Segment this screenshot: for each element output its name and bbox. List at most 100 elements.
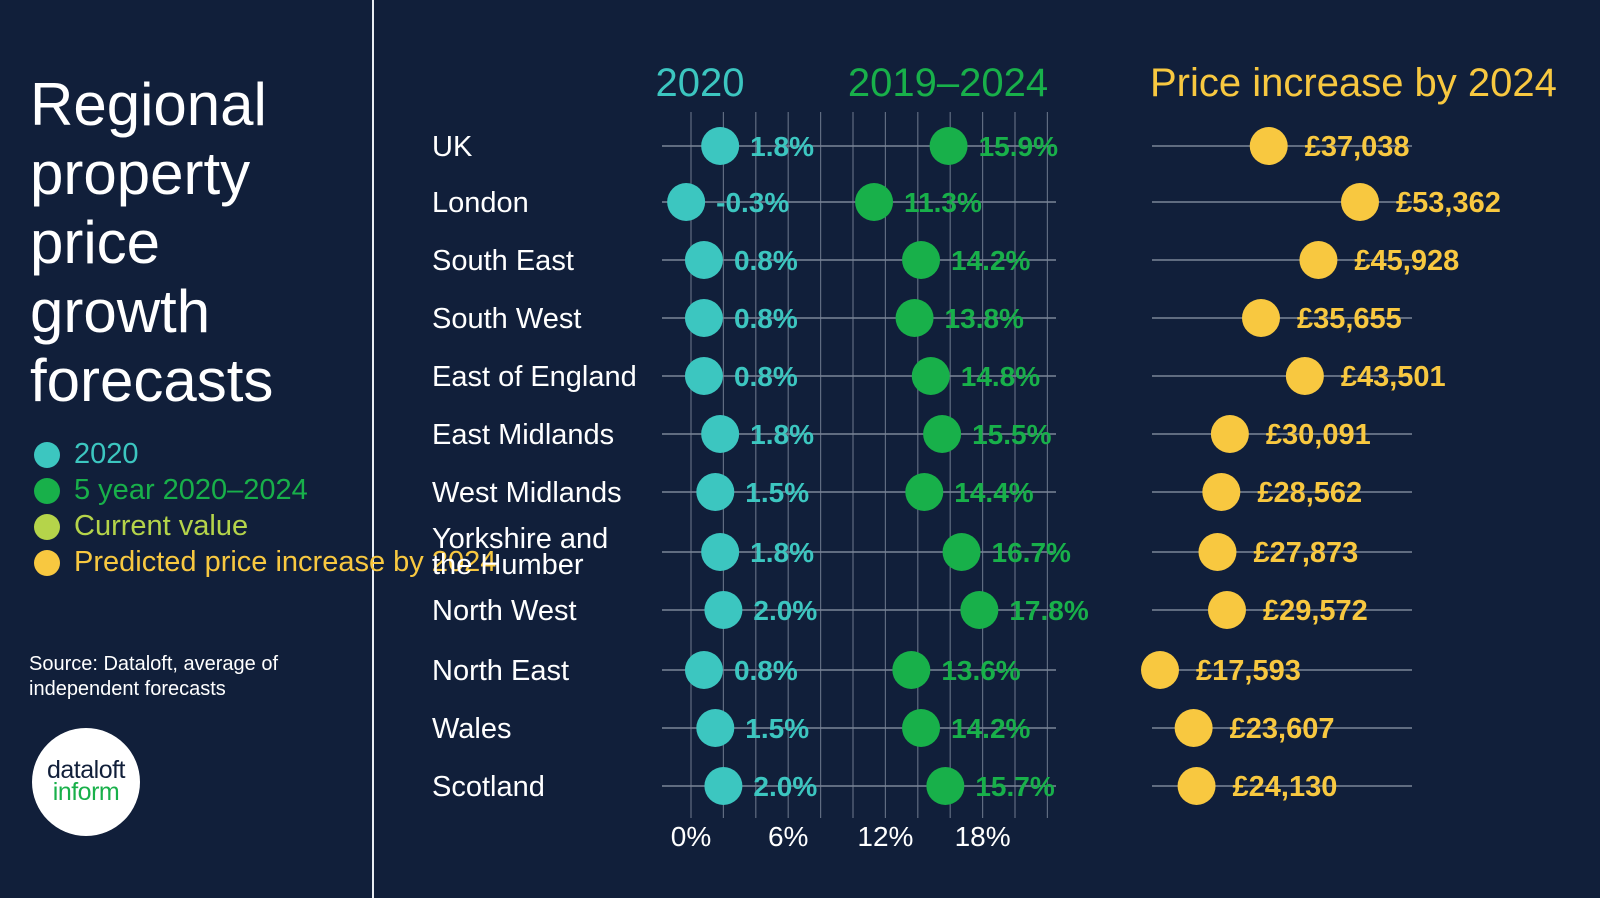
logo-text-dataloft: dataloft	[46, 756, 126, 784]
row-label-west-midlands: West Midlands	[432, 477, 622, 509]
label-price-uk: £37,038	[1305, 131, 1410, 163]
label-2020-north-east: 0.8%	[734, 655, 798, 686]
label-2020-east-of-england: 0.8%	[734, 361, 798, 392]
label-5yr-west-midlands: 14.4%	[954, 477, 1033, 508]
point-5yr-north-west	[960, 591, 999, 629]
header-price-increase: Price increase by 2024	[1150, 61, 1557, 105]
point-2020-west-midlands	[696, 473, 735, 511]
label-price-london: £53,362	[1396, 187, 1501, 219]
legend-dot-price-increase	[34, 550, 60, 576]
label-2020-scotland: 2.0%	[753, 771, 817, 802]
point-2020-south-east	[684, 241, 723, 279]
legend-item-2020: 2020	[34, 438, 496, 470]
x-tick-0: 0%	[671, 821, 711, 852]
label-2020-uk: 1.8%	[750, 131, 814, 162]
row-label-yorkshire-and-the-humber-line2: the Humber	[432, 549, 584, 581]
label-price-yorkshire-and-the-humber: £27,873	[1253, 537, 1358, 569]
label-price-south-west: £35,655	[1297, 303, 1402, 335]
x-tick-12: 12%	[857, 821, 913, 852]
panel-divider	[372, 0, 374, 898]
label-2020-north-west: 2.0%	[753, 595, 817, 626]
label-2020-london: -0.3%	[716, 187, 789, 218]
label-5yr-south-east: 14.2%	[951, 245, 1030, 276]
legend-item-price-increase: Predicted price increase by 2024	[34, 548, 496, 577]
row-label-east-midlands: East Midlands	[432, 419, 614, 451]
row-label-south-west: South West	[432, 303, 581, 335]
label-5yr-east-of-england: 14.8%	[961, 361, 1040, 392]
row-label-scotland: Scotland	[432, 771, 545, 803]
page-title: Regional property price growth forecasts	[30, 71, 274, 414]
point-5yr-east-of-england	[911, 357, 950, 395]
point-2020-east-of-england	[684, 357, 723, 395]
point-2020-north-east	[684, 651, 723, 689]
label-2020-yorkshire-and-the-humber: 1.8%	[750, 537, 814, 568]
point-5yr-wales	[902, 709, 941, 747]
point-5yr-yorkshire-and-the-humber	[942, 533, 981, 571]
legend-label-5-year: 5 year 2020–2024	[74, 474, 308, 506]
source-note: Source: Dataloft, average of independent…	[29, 653, 279, 700]
point-5yr-south-west	[895, 299, 934, 337]
logo-text-inform: inform	[52, 778, 120, 806]
legend-item-current-value: Current value	[34, 510, 496, 542]
label-5yr-north-west: 17.8%	[1009, 595, 1088, 626]
x-tick-6: 6%	[768, 821, 808, 852]
point-2020-scotland	[704, 767, 743, 805]
label-price-south-east: £45,928	[1354, 245, 1459, 277]
label-price-north-west: £29,572	[1263, 595, 1368, 627]
point-price-london	[1341, 183, 1379, 221]
point-price-east-of-england	[1285, 357, 1324, 395]
row-label-wales: Wales	[432, 713, 512, 745]
legend-item-5-year: 5 year 2020–2024	[34, 474, 496, 506]
label-5yr-uk: 15.9%	[979, 131, 1058, 162]
point-price-uk	[1249, 127, 1288, 165]
row-label-east-of-england: East of England	[432, 361, 637, 393]
point-5yr-scotland	[926, 767, 965, 805]
legend-label-2020: 2020	[74, 438, 139, 470]
row-label-north-east: North East	[432, 655, 569, 687]
point-2020-wales	[696, 709, 735, 747]
point-price-south-west	[1241, 299, 1280, 337]
label-price-scotland: £24,130	[1233, 771, 1338, 803]
point-2020-south-west	[684, 299, 723, 337]
header-2019-2024: 2019–2024	[848, 61, 1048, 105]
label-price-north-east: £17,593	[1196, 655, 1301, 687]
point-price-west-midlands	[1202, 473, 1241, 511]
row-label-south-east: South East	[432, 245, 574, 277]
point-2020-uk	[701, 127, 740, 165]
point-5yr-london	[855, 183, 894, 221]
legend-dot-current-value	[34, 514, 60, 540]
row-label-london: London	[432, 187, 529, 219]
label-5yr-scotland: 15.7%	[975, 771, 1054, 802]
row-label-north-west: North West	[432, 595, 577, 627]
label-price-east-midlands: £30,091	[1266, 419, 1371, 451]
point-5yr-west-midlands	[905, 473, 944, 511]
label-5yr-south-west: 13.8%	[945, 303, 1024, 334]
label-2020-west-midlands: 1.5%	[745, 477, 809, 508]
point-price-east-midlands	[1210, 415, 1249, 453]
legend-label-current-value: Current value	[74, 510, 249, 542]
label-5yr-north-east: 13.6%	[941, 655, 1020, 686]
label-5yr-yorkshire-and-the-humber: 16.7%	[992, 537, 1071, 568]
point-price-south-east	[1299, 241, 1338, 279]
label-2020-east-midlands: 1.8%	[750, 419, 814, 450]
point-2020-yorkshire-and-the-humber	[701, 533, 740, 571]
point-2020-london	[667, 183, 706, 221]
label-5yr-london: 11.3%	[904, 187, 982, 218]
point-5yr-north-east	[892, 651, 931, 689]
point-5yr-uk	[929, 127, 968, 165]
point-price-yorkshire-and-the-humber	[1198, 533, 1237, 571]
label-price-west-midlands: £28,562	[1257, 477, 1362, 509]
point-5yr-south-east	[902, 241, 941, 279]
label-2020-south-west: 0.8%	[734, 303, 798, 334]
legend: 2020 5 year 2020–2024 Current value Pred…	[34, 440, 496, 584]
legend-dot-5-year	[34, 478, 60, 504]
label-5yr-wales: 14.2%	[951, 713, 1030, 744]
point-2020-north-west	[704, 591, 743, 629]
label-5yr-east-midlands: 15.5%	[972, 419, 1051, 450]
label-price-wales: £23,607	[1230, 713, 1335, 745]
point-price-north-west	[1207, 591, 1246, 629]
x-tick-18: 18%	[955, 821, 1011, 852]
point-2020-east-midlands	[701, 415, 740, 453]
header-2020: 2020	[656, 61, 745, 105]
label-price-east-of-england: £43,501	[1341, 361, 1446, 393]
